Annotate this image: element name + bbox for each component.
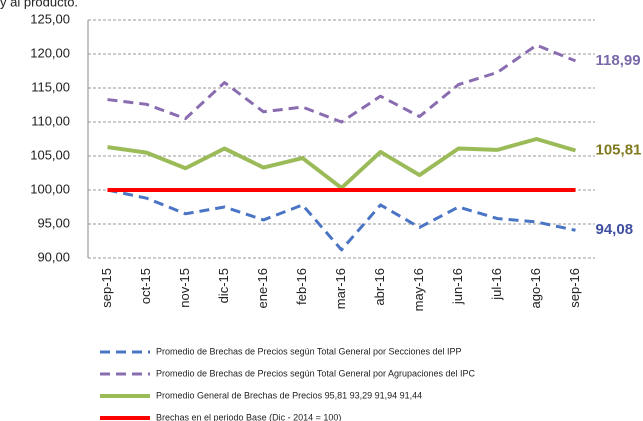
x-tick-label: nov-15	[177, 268, 192, 308]
x-tick-label: jun-16	[450, 268, 465, 305]
end-label: 105,81	[596, 141, 642, 158]
x-tick-label: ago-16	[528, 268, 543, 308]
x-tick-label: ene-16	[255, 268, 270, 308]
x-tick-label: abr-16	[372, 268, 387, 306]
x-tick-label: dic-15	[216, 268, 231, 303]
line-series	[107, 137, 577, 190]
x-tick-label: feb-16	[294, 268, 309, 305]
end-label: 94,08	[596, 221, 634, 238]
y-tick-label: 110,00	[31, 113, 70, 128]
x-tick-label: sep-15	[99, 268, 114, 308]
end-label: 118,99	[596, 52, 641, 69]
y-tick-label: 120,00	[30, 45, 70, 60]
y-tick-label: 90,00	[37, 249, 70, 264]
x-tick-label: mar-16	[333, 268, 348, 309]
y-tick-label: 115,00	[31, 79, 70, 94]
legend-text: Brechas en el periodo Base (Dic - 2014 =…	[156, 412, 341, 421]
line-series	[107, 43, 577, 124]
y-tick-label: 125,00	[30, 11, 70, 26]
x-tick-label: jul-16	[489, 268, 504, 301]
y-tick-label: 100,00	[30, 181, 70, 196]
x-tick-label: may-16	[411, 268, 426, 311]
y-tick-label: 105,00	[30, 147, 70, 162]
line-series	[107, 188, 576, 252]
legend-text: Promedio de Brechas de Precios según Tot…	[156, 346, 462, 356]
legend-text: Promedio de Brechas de Precios según Tot…	[156, 368, 476, 378]
y-tick-label: 95,00	[37, 215, 70, 230]
legend-text: Promedio General de Brechas de Precios 9…	[156, 390, 422, 400]
x-tick-label: sep-16	[567, 268, 582, 308]
x-tick-label: oct-15	[138, 268, 153, 304]
chart-title: y al producto.	[0, 0, 78, 9]
